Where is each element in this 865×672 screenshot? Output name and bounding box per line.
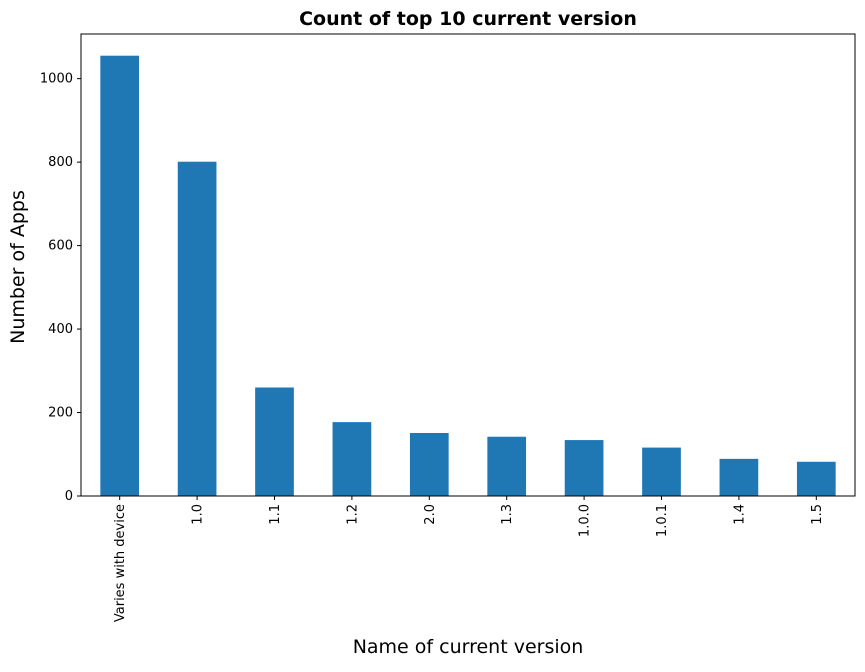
chart-title: Count of top 10 current version	[299, 8, 637, 30]
y-tick-label: 800	[48, 155, 73, 170]
x-tick-label: 1.3	[500, 504, 515, 525]
x-tick-label: Varies with device	[113, 504, 128, 622]
bars-layer	[100, 55, 836, 496]
x-tick-label: 1.2	[345, 504, 360, 525]
y-tick-label: 400	[48, 322, 73, 337]
y-axis-label: Number of Apps	[7, 190, 29, 344]
bar	[642, 447, 681, 496]
x-tick-label: 1.0.1	[655, 504, 670, 537]
y-tick-label: 1000	[40, 72, 73, 87]
x-tick-label: 1.1	[268, 504, 283, 525]
x-tick-label: 1.0	[191, 504, 206, 525]
x-tick-label: 1.5	[810, 504, 825, 525]
x-axis-label: Name of current version	[353, 636, 584, 658]
y-tick-label: 600	[48, 239, 73, 254]
bar	[177, 161, 217, 496]
bar	[100, 55, 140, 496]
plot-frame	[80, 33, 856, 497]
bar	[487, 436, 527, 496]
y-tick-label: 0	[65, 489, 73, 504]
y-tick-label: 200	[48, 406, 73, 421]
bar	[409, 432, 449, 496]
axes-layer: 0 200 400 600 800 1000 Varies with device 1.0 1.…	[40, 33, 856, 622]
x-tick-label: 1.4	[732, 504, 747, 525]
bar	[796, 461, 836, 496]
bar	[719, 458, 759, 496]
bar	[564, 440, 604, 496]
x-tick-label: 2.0	[423, 504, 438, 525]
bar	[332, 422, 372, 496]
bar	[255, 387, 294, 496]
x-tick-label: 1.0.0	[578, 504, 593, 537]
